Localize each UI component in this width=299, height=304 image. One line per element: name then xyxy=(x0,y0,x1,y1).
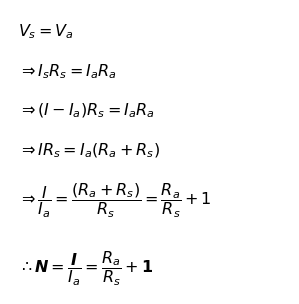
Text: $\Rightarrow I_s R_s = I_a R_a$: $\Rightarrow I_s R_s = I_a R_a$ xyxy=(18,62,117,81)
Text: $\Rightarrow (I - I_a)R_s = I_a R_a$: $\Rightarrow (I - I_a)R_s = I_a R_a$ xyxy=(18,102,155,120)
Text: $\Rightarrow \dfrac{I}{I_a} = \dfrac{(R_a + R_s)}{R_s} = \dfrac{R_a}{R_s} + 1$: $\Rightarrow \dfrac{I}{I_a} = \dfrac{(R_… xyxy=(18,181,212,220)
Text: $\Rightarrow IR_s = I_a(R_a + R_s)$: $\Rightarrow IR_s = I_a(R_a + R_s)$ xyxy=(18,141,160,160)
Text: $V_s = V_a$: $V_s = V_a$ xyxy=(18,22,74,41)
Text: $\therefore \boldsymbol{N} = \dfrac{\boldsymbol{I}}{\boldsymbol{I_a}} = \dfrac{\: $\therefore \boldsymbol{N} = \dfrac{\bol… xyxy=(18,250,153,288)
